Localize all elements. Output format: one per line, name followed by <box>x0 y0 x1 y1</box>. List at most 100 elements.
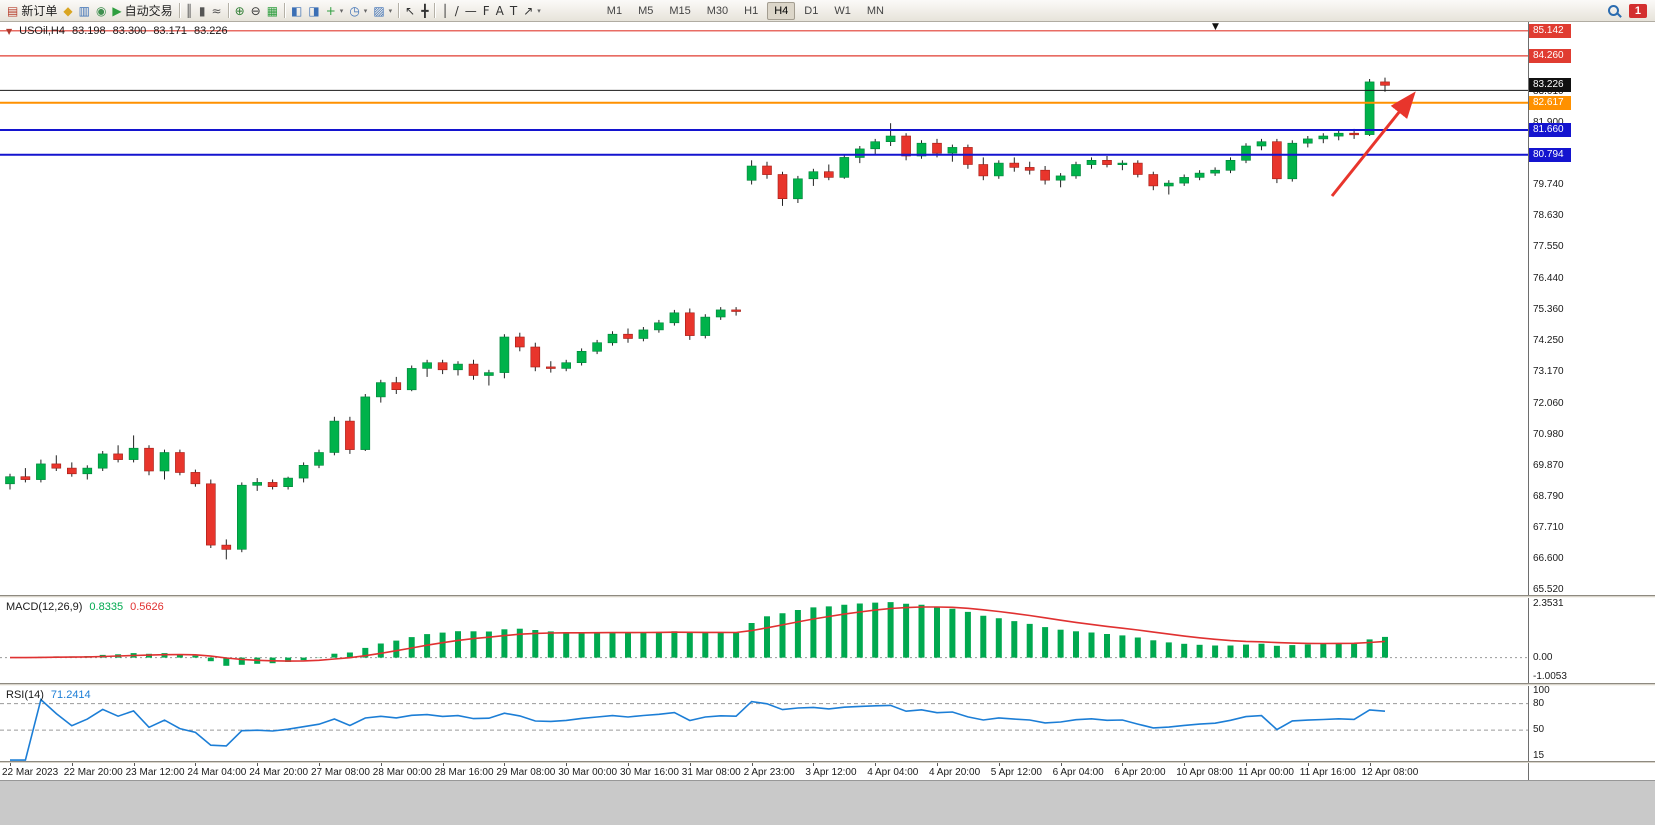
candle <box>870 141 881 150</box>
rsi-panel[interactable]: RSI(14) 71.2414 100 80 50 15 <box>0 686 1655 761</box>
text-label-button[interactable]: T <box>507 2 520 20</box>
add-indicator-icon: + <box>325 3 336 18</box>
candle <box>406 368 417 391</box>
candle <box>715 309 726 318</box>
templates-button[interactable]: ▨ ▾ <box>370 2 395 20</box>
time-axis-label: 4 Apr 20:00 <box>929 767 981 778</box>
zoom-out-button[interactable]: ⊖ <box>248 2 264 20</box>
scale-label: 15 <box>1533 750 1545 761</box>
time-axis-label: 12 Apr 08:00 <box>1361 767 1419 778</box>
autotrading-button[interactable]: ▶ 自动交易 <box>109 2 175 20</box>
indicators-list-button[interactable]: ◧ <box>288 2 305 20</box>
panel-separator[interactable] <box>0 595 1655 598</box>
timeframe-m15-button[interactable]: M15 <box>669 4 691 17</box>
add-indicator-button[interactable]: + ▾ <box>323 2 347 20</box>
notification-badge[interactable]: 1 <box>1628 3 1647 18</box>
candle <box>314 452 324 466</box>
rsi-value: 71.2414 <box>50 689 91 701</box>
panel-separator[interactable] <box>0 683 1655 686</box>
macd-panel[interactable]: MACD(12,26,9) 0.8335 0.5626 2.3531 0.00 -1.0… <box>0 598 1655 683</box>
timeframe-h4-button[interactable]: H4 <box>767 1 796 20</box>
candle <box>252 482 262 486</box>
time-axis-label: 11 Apr 16:00 <box>1299 767 1356 778</box>
new-order-button[interactable]: ▤ 新订单 <box>4 2 60 20</box>
cursor-button[interactable]: ↖ <box>402 2 418 20</box>
time-tick <box>1060 763 1062 766</box>
rsi-scale[interactable]: 100 80 50 15 <box>1528 686 1655 761</box>
objects-list-button[interactable]: ◨ <box>305 2 322 20</box>
time-tick <box>1246 763 1247 766</box>
candlestick-chart-button[interactable]: ▮ <box>196 2 209 20</box>
candle <box>576 350 587 363</box>
crosshair-button[interactable]: ╋ <box>418 2 431 20</box>
time-tick <box>998 763 1000 766</box>
ohlc-low: 83.171 <box>153 25 187 37</box>
candle <box>592 342 602 352</box>
new-order-button-label: 新订单 <box>21 4 58 18</box>
candlestick-chart[interactable] <box>0 22 1528 595</box>
timeframe-mn-button[interactable]: MN <box>866 4 884 17</box>
macd-scale[interactable]: 2.3531 0.00 -1.0053 <box>1528 598 1655 683</box>
autotrading-icon: ▶ <box>112 3 122 18</box>
candle <box>437 362 448 371</box>
line-chart-button[interactable]: ≈ <box>209 2 225 20</box>
candle <box>607 333 618 344</box>
candle <box>267 482 278 487</box>
bar-chart-button[interactable]: ║ <box>183 2 196 20</box>
time-tick <box>133 763 135 766</box>
chart-profiles-button[interactable]: ◆ <box>60 2 75 20</box>
data-window-button[interactable]: ▥ <box>76 2 93 20</box>
time-axis[interactable]: 22 Mar 2023 22 Mar 20:00 23 Mar 12:00 24 Ma… <box>0 763 1655 780</box>
scale-label: 78.630 <box>1533 210 1564 222</box>
price-line-badge: 83.226 <box>1529 78 1571 93</box>
time-axis-label: 30 Mar 00:00 <box>558 767 618 778</box>
scale-label: 79.740 <box>1533 178 1564 190</box>
search-icon[interactable] <box>1607 5 1619 16</box>
scale-label: 0.00 <box>1533 651 1553 663</box>
candle <box>82 467 93 475</box>
time-axis-label: 28 Mar 00:00 <box>372 767 432 778</box>
caret-down-icon: ▾ <box>339 6 344 15</box>
timeframe-m1-button[interactable]: M1 <box>606 4 623 17</box>
zoom-in-button[interactable]: ⊕ <box>232 2 248 20</box>
candle <box>823 171 834 178</box>
horizontal-line-button[interactable]: — <box>462 2 480 20</box>
macd-indicator-chart[interactable] <box>0 598 1528 683</box>
scale-label: 74.250 <box>1533 335 1564 347</box>
timeframe-w1-button[interactable]: W1 <box>834 4 851 17</box>
time-axis-label: 23 Mar 12:00 <box>125 767 185 778</box>
periods-menu-button[interactable]: ◷ ▾ <box>346 2 370 20</box>
macd-label: MACD(12,26,9) 0.8335 0.5626 <box>6 601 171 613</box>
sound-alert-button[interactable]: ◉ <box>93 2 109 20</box>
price-scale[interactable]: 83.01081.90079.74078.63077.55076.44075.3… <box>1528 22 1655 595</box>
shapes-button[interactable]: ↗ ▾ <box>520 2 544 20</box>
scale-label: 81.900 <box>1533 118 1564 128</box>
scale-label: 67.710 <box>1533 521 1564 533</box>
timeframe-m5-button[interactable]: M5 <box>638 4 654 17</box>
timeframe-m30-button[interactable]: M30 <box>706 4 729 17</box>
time-tick <box>1122 763 1124 766</box>
timeframe-h1-button[interactable]: H1 <box>744 4 759 17</box>
rsi-indicator-chart[interactable] <box>0 686 1528 761</box>
timeframe-d1-button[interactable]: D1 <box>804 4 819 17</box>
horizontal-line-icon: — <box>464 3 477 18</box>
text-label-icon: T <box>509 3 518 18</box>
time-axis-label: 24 Mar 20:00 <box>249 767 309 778</box>
toolbar-separator <box>434 3 436 18</box>
candle <box>1040 169 1050 181</box>
candle <box>654 322 664 331</box>
fibonacci-button[interactable]: F <box>480 2 493 20</box>
chart-shift-marker-icon[interactable]: ▼ <box>1212 22 1219 32</box>
scale-label: 76.440 <box>1533 272 1564 284</box>
candle <box>1349 132 1359 136</box>
time-axis-label: 5 Apr 12:00 <box>990 767 1042 778</box>
text-button[interactable]: A <box>493 2 507 20</box>
trendline-button[interactable]: / <box>452 2 462 20</box>
vertical-line-button[interactable]: │ <box>438 2 451 20</box>
vertical-line-icon: │ <box>441 3 449 18</box>
scale-label: 65.520 <box>1533 584 1564 595</box>
candle <box>1086 160 1097 165</box>
tile-windows-button[interactable]: ▦ <box>264 2 281 20</box>
candle <box>916 142 927 157</box>
